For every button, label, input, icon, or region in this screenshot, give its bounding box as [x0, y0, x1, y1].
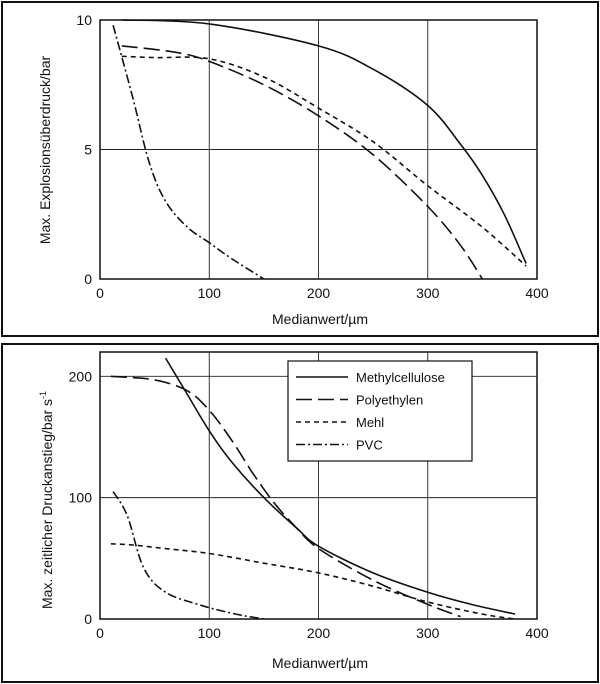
x-axis-label-top: Medianwert/µm — [272, 311, 368, 327]
x-tick-label: 100 — [198, 625, 222, 641]
series-line-mehl — [110, 543, 516, 619]
y-axis-label-bottom-main: Max. zeitlicher Druckanstieg/bar s — [39, 399, 55, 609]
x-tick-label: 300 — [416, 625, 440, 641]
series-line-polyethylen — [110, 375, 461, 618]
y-axis-label-bottom: Max. zeitlicher Druckanstieg/bar s-1 — [38, 391, 55, 609]
x-tick-label: 0 — [96, 625, 104, 641]
series-group — [112, 19, 527, 279]
legend-label: PVC — [356, 438, 383, 453]
chart-top-explosionsueberdruck: 0 100 200 300 400 0 5 10 — [76, 12, 548, 301]
series-group — [110, 357, 516, 619]
x-tick-label: 200 — [307, 625, 331, 641]
x-tick-label: 400 — [525, 285, 549, 301]
legend-label: Mehl — [356, 415, 384, 430]
x-tick-label: 300 — [416, 285, 440, 301]
y-tick-label: 10 — [76, 12, 92, 28]
x-tick-label: 100 — [198, 285, 222, 301]
series-line-pvc — [112, 24, 265, 279]
series-line-mehl — [121, 55, 527, 267]
legend-label: Polyethylen — [356, 393, 423, 408]
x-tick-label: 0 — [96, 285, 104, 301]
legend: Methylcellulose Polyethylen Mehl PVC — [287, 360, 473, 462]
x-tick-label: 400 — [525, 625, 549, 641]
y-tick-label: 0 — [84, 611, 92, 627]
series-line-pvc — [112, 491, 265, 619]
y-tick-label: 200 — [69, 368, 93, 384]
x-tick-label: 200 — [307, 285, 331, 301]
legend-label: Methylcellulose — [356, 370, 445, 385]
y-axis-label-top: Max. Explosionsüberdruck/bar — [37, 56, 53, 245]
series-line-methylcellulose — [121, 19, 527, 264]
chart-bottom-druckanstieg: 0 100 200 300 400 0 100 200 Methylcellulose Polye… — [69, 351, 549, 641]
panel-frame-bottom — [1, 343, 599, 683]
y-tick-label: 5 — [84, 142, 92, 158]
x-axis-label-bottom: Medianwert/µm — [272, 655, 368, 671]
series-line-polyethylen — [121, 45, 484, 279]
y-tick-label: 0 — [84, 271, 92, 287]
y-axis-label-bottom-sup: -1 — [38, 391, 48, 399]
y-tick-label: 100 — [69, 490, 93, 506]
panel-frame-top — [1, 1, 599, 337]
